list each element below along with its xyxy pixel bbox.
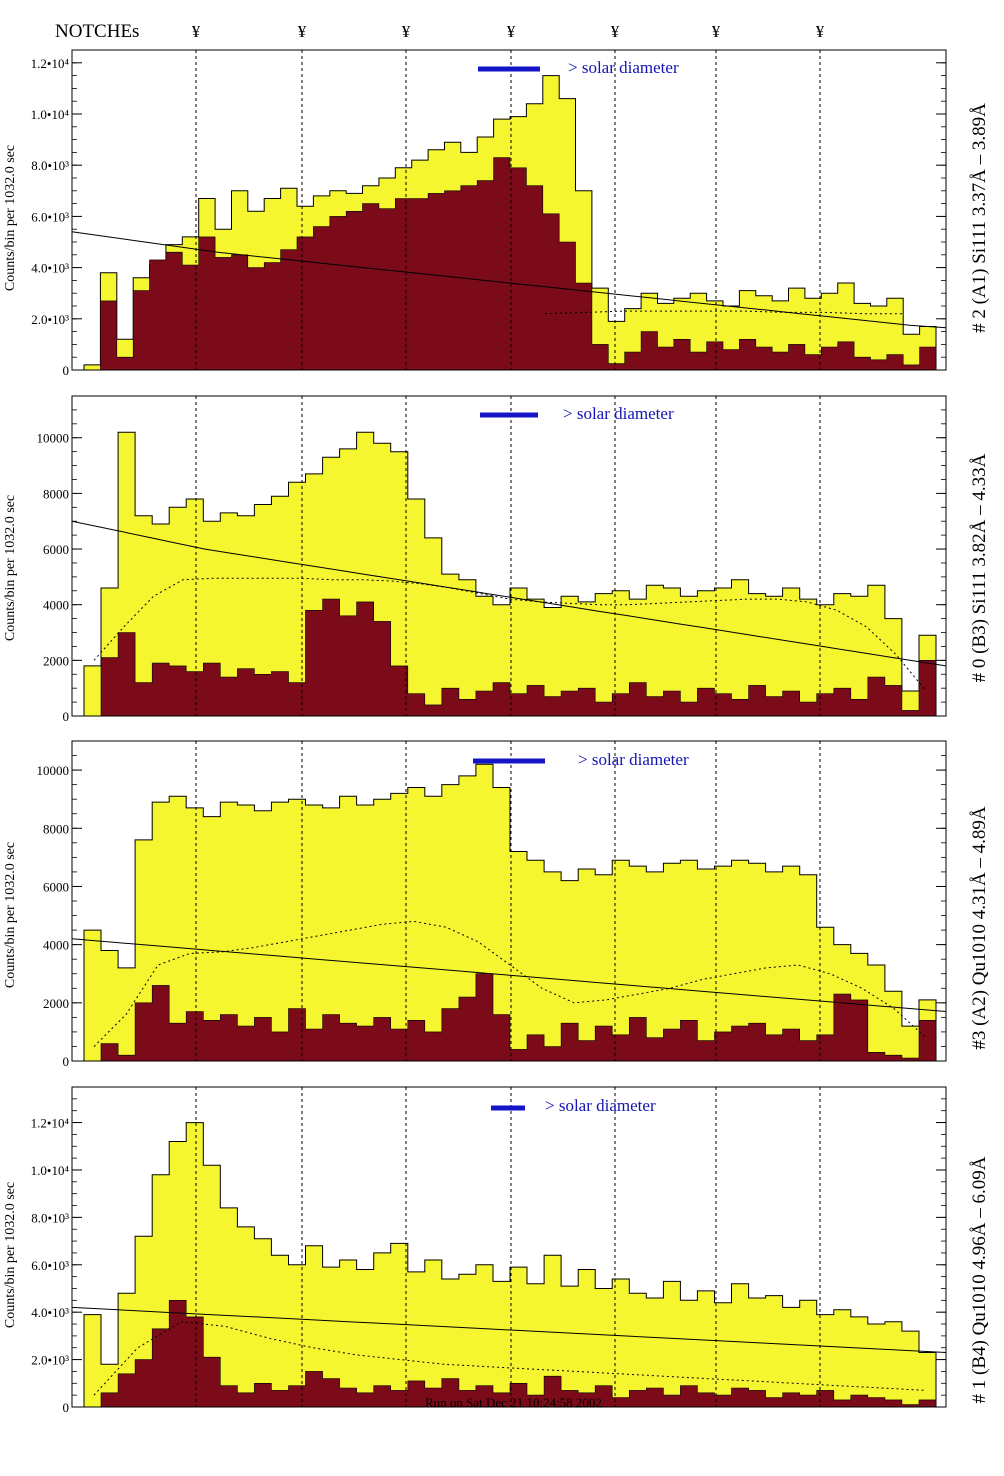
y-tick-label: 0 (63, 709, 70, 724)
y-tick-label: 1.0•10⁴ (31, 107, 70, 122)
y-tick-label: 2.0•10³ (31, 1353, 69, 1368)
y-tick-label: 6000 (43, 542, 69, 557)
solar-diameter-label: > solar diameter (578, 750, 689, 769)
panel-qu1010-a2: 0 2000 4000 6000 8000 10000 #3 (A2) Qu1010 4.3… (3, 740, 990, 1069)
series-fit-line (71, 938, 947, 1012)
y-tick-label: 2.0•10³ (31, 312, 69, 327)
series-fit-line (71, 1306, 947, 1353)
series-smooth-curve (93, 920, 927, 1047)
series-total-area (83, 763, 937, 1062)
y-tick-label: 4.0•10³ (31, 1305, 69, 1320)
y-tick-label: 1.0•10⁴ (31, 1163, 70, 1178)
series-smooth-curve (544, 310, 905, 315)
y-tick-label: 2000 (43, 996, 69, 1011)
series-sub-area (84, 1300, 937, 1408)
y-tick-label: 6.0•10³ (31, 209, 69, 224)
series-sub-area (84, 598, 937, 717)
y-tick-label: 6.0•10³ (31, 1258, 69, 1273)
series-total-area (83, 431, 937, 717)
panel-side-title: #3 (A2) Qu1010 4.31Å – 4.89Å (969, 806, 990, 1050)
series-smooth-curve (93, 1321, 927, 1396)
y-tick-label: 1.2•10⁴ (31, 1116, 70, 1131)
notch-mark: ¥ (712, 22, 721, 41)
series-sub-area (84, 973, 937, 1062)
solar-diameter-label: > solar diameter (545, 1096, 656, 1115)
panel-qu1010-b4: 0 2.0•10³ 4.0•10³ 6.0•10³ 8.0•10³ 1.0•10⁴ 1.2•… (3, 1086, 990, 1415)
y-tick-label: 8000 (43, 821, 69, 836)
y-tick-label: 8.0•10³ (31, 1210, 69, 1225)
y-tick-label: 4000 (43, 938, 69, 953)
solar-diameter-label: > solar diameter (563, 404, 674, 423)
notch-mark: ¥ (298, 22, 307, 41)
notch-mark: ¥ (402, 22, 411, 41)
series-fit-line (71, 231, 947, 329)
series-fit-line (71, 520, 947, 667)
panel-si111-a1: 0 2.0•10³ 4.0•10³ 6.0•10³ 8.0•10³ 1.0•10⁴ 1.2•… (3, 49, 990, 378)
series-total-area (83, 1122, 937, 1408)
y-tick-label: 0 (63, 1400, 70, 1415)
solar-diameter-label: > solar diameter (568, 58, 679, 77)
y-tick-label: 6000 (43, 879, 69, 894)
notch-marks: ¥ ¥ ¥ ¥ ¥ ¥ ¥ (192, 22, 825, 41)
notch-mark: ¥ (611, 22, 620, 41)
series-smooth-curve (93, 577, 927, 692)
notch-mark: ¥ (507, 22, 516, 41)
panel-si111-b3: 0 2000 4000 6000 8000 10000 # 0 (B3) Si111 3.8… (3, 395, 990, 724)
y-tick-label: 4000 (43, 598, 69, 613)
y-axis-label: Counts/bin per 1032.0 sec (3, 145, 18, 291)
notch-mark: ¥ (192, 22, 201, 41)
y-tick-label: 0 (63, 1054, 70, 1069)
y-tick-label: 10000 (37, 763, 70, 778)
y-tick-label: 8000 (43, 486, 69, 501)
plot-frame (71, 49, 947, 371)
panel-side-title: # 2 (A1) Si111 3.37Å – 3.89Å (969, 103, 990, 333)
run-timestamp: Run on Sat Dec 21 10:24:58 2002 (425, 1395, 602, 1410)
y-tick-label: 4.0•10³ (31, 261, 69, 276)
panel-side-title: # 1 (B4) Qu1010 4.96Å – 6.09Å (969, 1156, 990, 1403)
y-axis-label: Counts/bin per 1032.0 sec (3, 842, 18, 988)
notch-mark: ¥ (816, 22, 825, 41)
y-axis-label: Counts/bin per 1032.0 sec (3, 495, 18, 641)
y-tick-label: 8.0•10³ (31, 158, 69, 173)
y-tick-label: 0 (63, 363, 70, 378)
y-tick-label: 1.2•10⁴ (31, 56, 70, 71)
panel-side-title: # 0 (B3) Si111 3.82Å – 4.33Å (969, 453, 990, 682)
plot-frame (71, 1086, 947, 1408)
plot-frame (71, 395, 947, 717)
y-axis-label: Counts/bin per 1032.0 sec (3, 1182, 18, 1328)
notches-label: NOTCHEs (55, 21, 139, 42)
series-sub-area (84, 157, 937, 371)
y-tick-label: 2000 (43, 653, 69, 668)
y-tick-label: 10000 (37, 431, 70, 446)
